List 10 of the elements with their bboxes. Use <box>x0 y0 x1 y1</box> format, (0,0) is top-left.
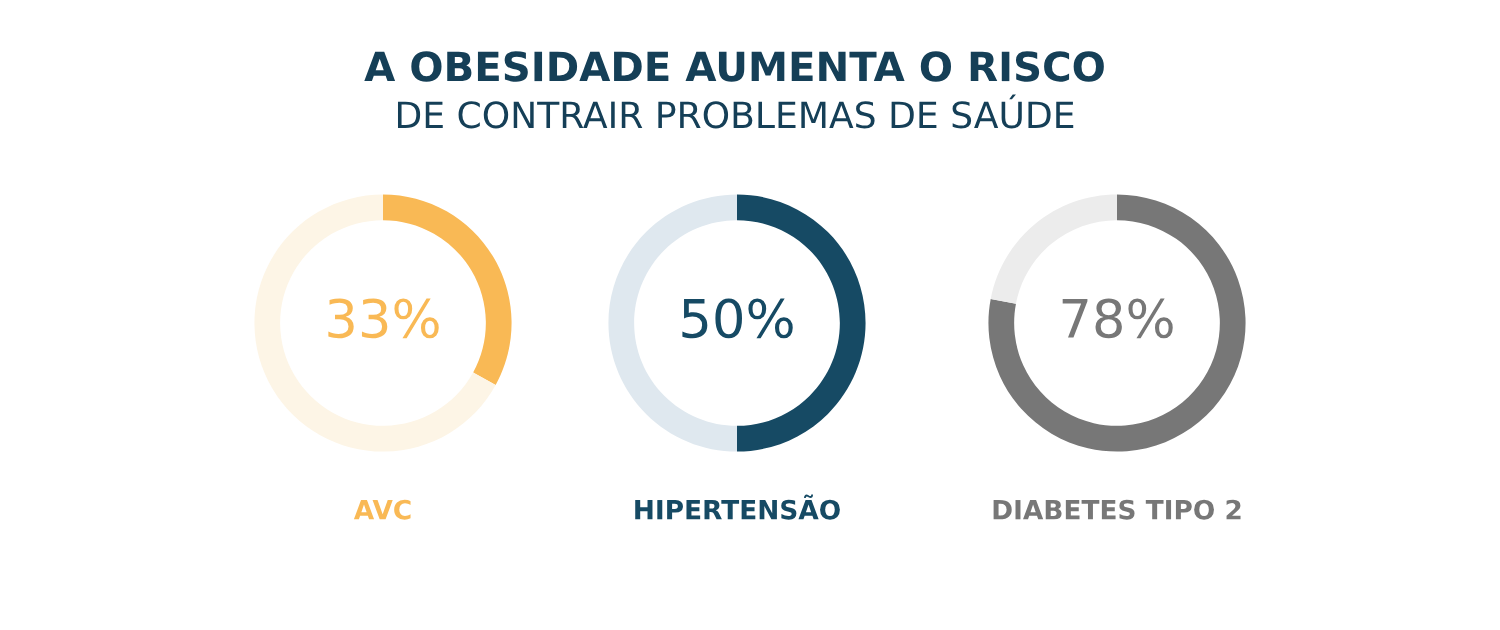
donut-slice <box>988 194 1246 452</box>
donut-slice <box>254 194 496 452</box>
text: 78% <box>1062 298 1173 339</box>
text: 33% <box>328 298 439 339</box>
text: A OBESIDADE AUMENTA O RISCO <box>364 51 1104 82</box>
text: HIPERTENSÃO <box>635 494 840 520</box>
text: DIABETES TIPO 2 <box>993 499 1241 520</box>
text: AVC <box>353 499 411 520</box>
text: DE CONTRAIR PROBLEMAS DE SAÚDE <box>397 94 1074 129</box>
text: 50% <box>682 298 793 339</box>
